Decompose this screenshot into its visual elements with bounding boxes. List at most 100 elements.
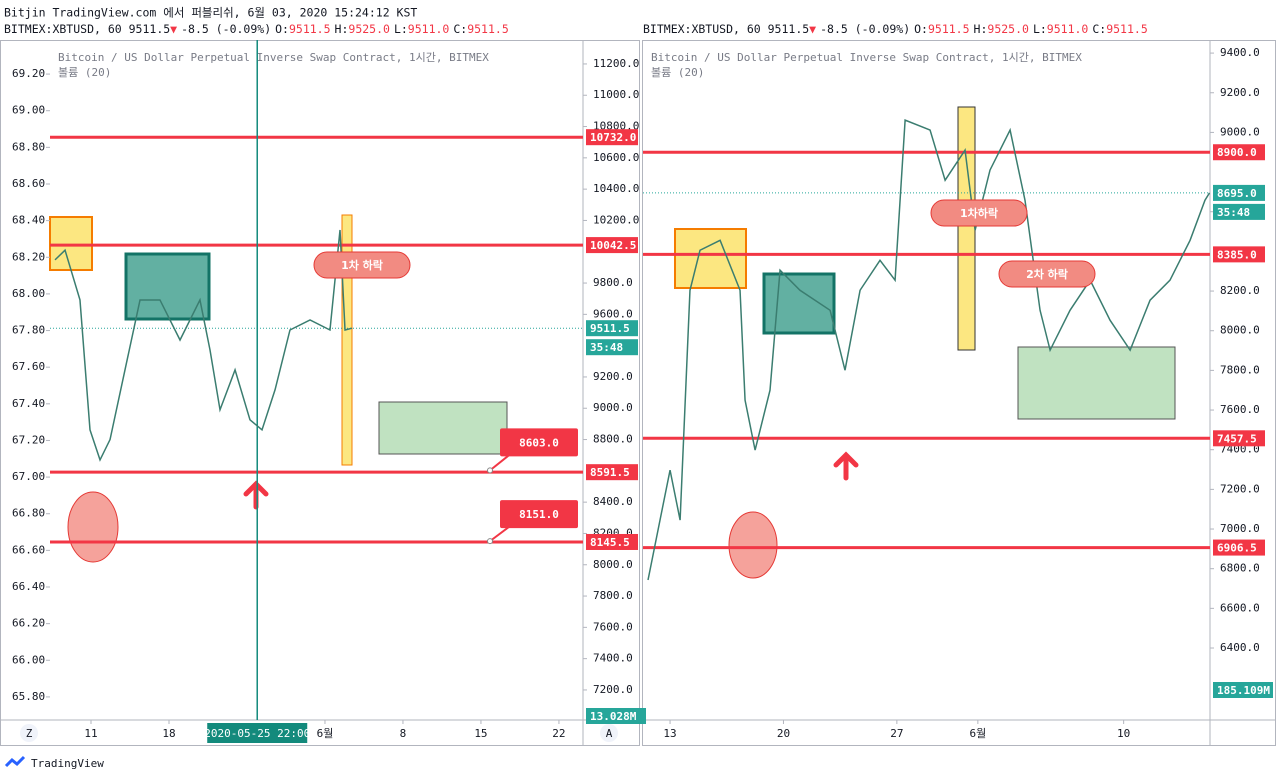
- callout-label: 8151.0: [519, 508, 559, 521]
- y-tick-label: 7000.0: [1220, 522, 1260, 535]
- y-tick-label: 9000.0: [1220, 125, 1260, 138]
- level-label-bg: [586, 533, 638, 550]
- y2-tick-label: 66.40: [12, 580, 45, 593]
- y2-tick-label: 67.60: [12, 360, 45, 373]
- level-label-bg: [1213, 246, 1265, 263]
- volume-label-bg: [1213, 682, 1273, 698]
- level-label-bg: [586, 129, 638, 146]
- publish-header: Bitjin TradingView.com 에서 퍼블리쉬, 6월 03, 2…: [4, 6, 417, 20]
- y-tick-label: 8000.0: [593, 558, 633, 571]
- y2-tick-label: 69.20: [12, 67, 45, 80]
- y-tick-label: 9600.0: [593, 307, 633, 320]
- symbol-legend: BITMEX:XBTUSD, 60 9511.5▼ -8.5 (-0.09%) O:…: [643, 22, 1148, 36]
- highlight-box: [49, 216, 93, 271]
- last-price-label: 9511.5: [590, 322, 630, 335]
- y-tick-label: 10200.0: [593, 213, 639, 226]
- level-label-bg: [586, 464, 638, 481]
- y-tick-label: 11200.0: [593, 57, 639, 70]
- annotation-bg: [998, 260, 1096, 288]
- ohlc-value: 9525.0: [348, 22, 390, 36]
- symbol: BITMEX:XBTUSD, 60 9511.5: [4, 22, 170, 36]
- arrow-up: [833, 451, 859, 481]
- y-tick-label: 9200.0: [1220, 86, 1260, 99]
- level-label-bg: [586, 237, 638, 254]
- annotation: 2차 하락: [1026, 267, 1068, 281]
- volume-label: 13.028M: [590, 710, 637, 723]
- last-price-label-bg: [1213, 184, 1265, 201]
- callout-anchor: [487, 467, 493, 474]
- y-tick-label: 8000.0: [1220, 324, 1260, 337]
- highlight-box: [674, 228, 747, 289]
- y-tick-label: 7600.0: [593, 620, 633, 633]
- crosshair-label-bg: [207, 723, 308, 743]
- scale-button[interactable]: [600, 724, 618, 742]
- y-tick-label: 6600.0: [1220, 601, 1260, 614]
- y-tick-label: 8400.0: [593, 495, 633, 508]
- y-tick-label: 7200.0: [1220, 482, 1260, 495]
- x-tick-label: 8: [400, 727, 407, 740]
- callout-bg: [500, 500, 578, 529]
- drawings: [49, 106, 1176, 579]
- scale-button[interactable]: [20, 724, 38, 742]
- callout-pointer: [489, 525, 511, 542]
- y2-tick-label: 69.00: [12, 104, 45, 117]
- callout-pointer: [489, 453, 511, 472]
- y-tick-label: 7600.0: [1220, 403, 1260, 416]
- ohlc-key: L:: [1033, 22, 1047, 36]
- y-tick-label: 10400.0: [593, 182, 639, 195]
- y-tick-label: 6800.0: [1220, 562, 1260, 575]
- ohlc-key: H:: [974, 22, 988, 36]
- level-label: 8145.5: [590, 536, 630, 549]
- highlight-circle: [67, 491, 119, 563]
- highlight-box: [1017, 346, 1176, 420]
- x-tick-label: 10: [1117, 727, 1130, 740]
- chart-title: Bitcoin / US Dollar Perpetual Inverse Sw…: [651, 51, 1082, 64]
- logo-icon: [4, 755, 26, 768]
- symbol-legend: BITMEX:XBTUSD, 60 9511.5▼ -8.5 (-0.09%) O:…: [4, 22, 509, 36]
- ohlc-value: 9511.5: [928, 22, 970, 36]
- ohlc-key: H:: [335, 22, 349, 36]
- y2-tick-label: 66.20: [12, 617, 45, 630]
- annotation-bg: [930, 199, 1028, 227]
- ohlc-value: 9511.0: [408, 22, 450, 36]
- level-label-bg: [1213, 539, 1265, 556]
- scale-button-label: A: [606, 727, 613, 740]
- y2-tick-label: 67.80: [12, 324, 45, 337]
- x-tick-label: 18: [162, 727, 175, 740]
- volume-label-bg: [586, 708, 646, 724]
- y-tick-label: 6400.0: [1220, 641, 1260, 654]
- price-line: [647, 119, 1211, 581]
- highlight-box: [378, 401, 508, 455]
- x-tick-label: 11: [84, 727, 97, 740]
- last-price-label: 8695.0: [1217, 187, 1257, 200]
- ohlc-value: 9511.5: [467, 22, 509, 36]
- level-label: 8385.0: [1217, 248, 1257, 261]
- highlight-box: [762, 272, 836, 335]
- y2-tick-label: 68.40: [12, 214, 45, 227]
- y-tick-label: 9400.0: [1220, 46, 1260, 59]
- y2-tick-label: 66.60: [12, 543, 45, 556]
- y2-tick-label: 65.80: [12, 690, 45, 703]
- ohlc-key: O:: [914, 22, 928, 36]
- x-tick-label: 13: [663, 727, 676, 740]
- ohlc-key: C:: [453, 22, 467, 36]
- highlight-box: [341, 214, 353, 466]
- countdown-label-bg: [1213, 203, 1265, 220]
- level-label: 10732.0: [590, 131, 636, 144]
- chart-subtitle: 볼륨 (20): [651, 66, 704, 79]
- price-line: [54, 229, 353, 462]
- y-tick-label: 9800.0: [593, 276, 633, 289]
- panel-frame: [0, 40, 640, 746]
- x-tick-label: 6월: [317, 727, 334, 740]
- y2-tick-label: 67.40: [12, 397, 45, 410]
- last-price-label-bg: [586, 320, 638, 337]
- annotation-bg: [313, 251, 411, 279]
- ohlc-value: 9511.5: [1106, 22, 1148, 36]
- callout-label: 8603.0: [519, 436, 559, 449]
- y-tick-label: 7800.0: [593, 589, 633, 602]
- level-label-bg: [1213, 430, 1265, 447]
- y-tick-label: 7200.0: [593, 683, 633, 696]
- footer-brand: TradingView: [31, 757, 104, 770]
- change-arrow: ▼: [170, 22, 177, 36]
